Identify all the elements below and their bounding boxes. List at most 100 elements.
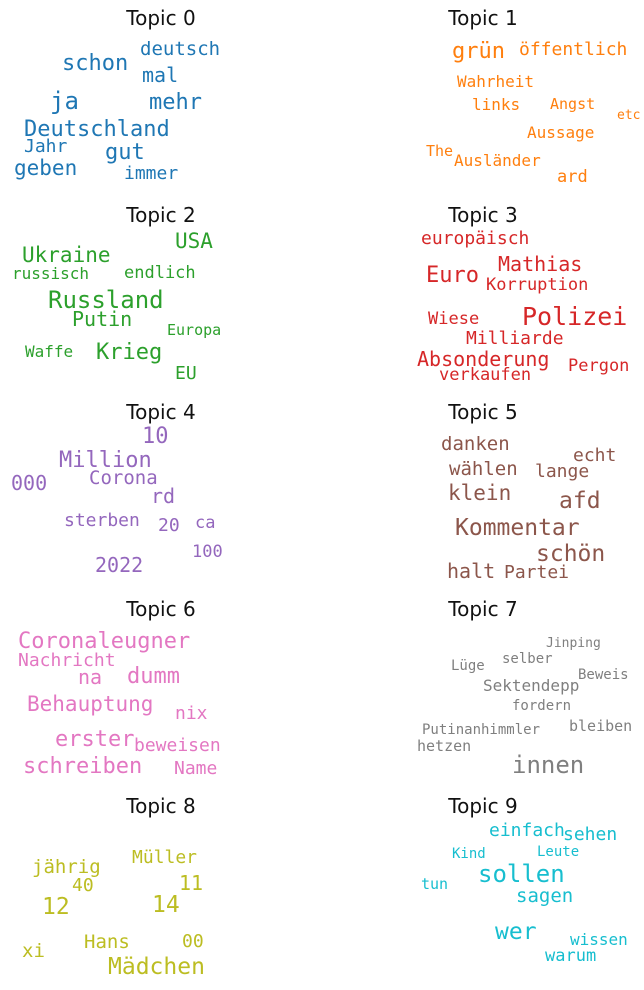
topic-panel-4: Topic 4 10 Million 000 Corona rd sterben 20 ca 10… bbox=[0, 394, 322, 591]
cloud-word: Korruption bbox=[486, 275, 589, 295]
cloud-word: dumm bbox=[127, 664, 180, 689]
cloud-word: 2022 bbox=[95, 553, 144, 577]
cloud-word: EU bbox=[175, 363, 197, 384]
cloud-word: Müller bbox=[132, 847, 198, 868]
word-cloud: USA Ukraine russisch endlich Russland Putin Eu… bbox=[0, 197, 322, 394]
cloud-word: Coronaleugner bbox=[18, 629, 191, 654]
cloud-word: Million bbox=[59, 448, 152, 473]
cloud-word: ard bbox=[557, 167, 588, 187]
cloud-word: grün bbox=[452, 39, 505, 64]
cloud-word: ja bbox=[50, 87, 79, 115]
cloud-word: Hans bbox=[84, 931, 130, 953]
cloud-word: bleiben bbox=[569, 717, 633, 735]
cloud-word: fordern bbox=[512, 698, 572, 714]
cloud-word: Ukraine bbox=[22, 243, 111, 267]
cloud-word: Corona bbox=[89, 467, 158, 489]
topic-title: Topic 0 bbox=[126, 6, 196, 30]
cloud-word: hetzen bbox=[417, 737, 472, 755]
cloud-word: selber bbox=[502, 651, 553, 667]
topic-title: Topic 1 bbox=[448, 6, 518, 30]
cloud-word: Pergon bbox=[568, 356, 630, 376]
cloud-word: Leute bbox=[537, 844, 580, 860]
cloud-word: sehen bbox=[563, 824, 618, 845]
cloud-word: wissen bbox=[570, 930, 628, 949]
cloud-word: Name bbox=[174, 758, 218, 779]
cloud-word: halt bbox=[447, 559, 496, 583]
word-cloud: 10 Million 000 Corona rd sterben 20 ca 100 2022 bbox=[0, 394, 322, 591]
cloud-word: nix bbox=[175, 703, 208, 724]
topic-title: Topic 9 bbox=[448, 794, 518, 818]
cloud-word: sollen bbox=[478, 860, 565, 888]
topic-panel-7: Topic 7 Jinping selber Lüge Beweis Sektendepp… bbox=[322, 591, 644, 788]
cloud-word: klein bbox=[448, 481, 512, 505]
cloud-word: Putin bbox=[72, 307, 133, 331]
cloud-word: Mädchen bbox=[108, 954, 205, 980]
cloud-word: rd bbox=[151, 484, 176, 508]
cloud-word: einfach bbox=[489, 820, 565, 841]
cloud-word: Aussage bbox=[527, 123, 595, 142]
cloud-word: Sektendepp bbox=[483, 676, 580, 695]
cloud-word: mehr bbox=[149, 90, 202, 115]
topic-panel-1: Topic 1 grün öffentlich Wahrheit links Angst e… bbox=[322, 0, 644, 197]
topic-title: Topic 7 bbox=[448, 597, 518, 621]
word-cloud: grün öffentlich Wahrheit links Angst etc Aussa… bbox=[322, 0, 644, 197]
topic-title: Topic 8 bbox=[126, 794, 196, 818]
cloud-word: jährig bbox=[32, 856, 101, 878]
cloud-word: 100 bbox=[192, 542, 223, 562]
cloud-word: echt bbox=[573, 445, 617, 466]
topic-panel-9: Topic 9 einfach sehen Kind Leute sollen tun sag… bbox=[322, 788, 644, 985]
word-cloud: europäisch Mathias Euro Korruption Wiese Poli… bbox=[322, 197, 644, 394]
cloud-word: na bbox=[78, 665, 103, 689]
cloud-word: sterben bbox=[64, 510, 140, 531]
cloud-word: sagen bbox=[516, 885, 574, 907]
cloud-word: Deutschland bbox=[24, 117, 170, 142]
cloud-word: 40 bbox=[72, 875, 94, 896]
cloud-word: lange bbox=[535, 461, 590, 482]
cloud-word: Angst bbox=[550, 95, 596, 113]
cloud-word: 14 bbox=[152, 892, 180, 918]
cloud-word: 10 bbox=[142, 424, 169, 449]
cloud-word: endlich bbox=[124, 263, 196, 283]
cloud-word: 00 bbox=[182, 931, 204, 952]
word-cloud: einfach sehen Kind Leute sollen tun sagen wer wi… bbox=[322, 788, 644, 985]
topic-panel-6: Topic 6 Coronaleugner Nachricht na dumm Behau… bbox=[0, 591, 322, 788]
cloud-word: tun bbox=[421, 875, 449, 893]
word-cloud: danken echt wählen lange klein afd Kommentar sc… bbox=[322, 394, 644, 591]
cloud-word: warum bbox=[545, 946, 597, 966]
cloud-word: öffentlich bbox=[519, 39, 628, 60]
cloud-word: Europa bbox=[167, 321, 222, 339]
cloud-word: USA bbox=[175, 229, 213, 253]
cloud-word: The bbox=[426, 142, 454, 160]
cloud-word: geben bbox=[14, 156, 78, 180]
cloud-word: Lüge bbox=[451, 658, 485, 674]
cloud-word: Kommentar bbox=[455, 515, 580, 541]
word-cloud: Jinping selber Lüge Beweis Sektendepp fordern… bbox=[322, 591, 644, 788]
cloud-word: verkaufen bbox=[439, 365, 532, 385]
cloud-word: links bbox=[472, 95, 521, 114]
cloud-word: Putinanhimmler bbox=[422, 722, 541, 738]
cloud-word: 11 bbox=[179, 871, 204, 895]
cloud-word: etc bbox=[617, 108, 641, 123]
topic-title: Topic 2 bbox=[126, 203, 196, 227]
cloud-word: xi bbox=[22, 940, 45, 962]
cloud-word: schon bbox=[62, 51, 129, 76]
cloud-word: Polizei bbox=[522, 302, 628, 331]
cloud-word: schön bbox=[536, 541, 606, 567]
topic-panel-0: Topic 0 deutsch schon mal ja mehr Deutschland J… bbox=[0, 0, 322, 197]
cloud-word: Behauptung bbox=[27, 692, 154, 716]
cloud-word: Ausländer bbox=[454, 151, 541, 170]
cloud-word: Euro bbox=[426, 263, 479, 288]
cloud-word: gut bbox=[105, 140, 145, 165]
cloud-word: Jinping bbox=[546, 636, 601, 651]
topic-title: Topic 3 bbox=[448, 203, 518, 227]
topic-title: Topic 5 bbox=[448, 400, 518, 424]
cloud-word: Wiese bbox=[428, 309, 480, 329]
cloud-word: Russland bbox=[48, 286, 164, 314]
cloud-word: russisch bbox=[12, 264, 90, 283]
cloud-word: danken bbox=[441, 433, 510, 455]
cloud-word: 12 bbox=[42, 894, 70, 920]
topic-title: Topic 6 bbox=[126, 597, 196, 621]
cloud-word: Krieg bbox=[96, 340, 163, 365]
word-cloud: Müller jährig 11 40 12 14 Hans 00 xi Mädchen bbox=[0, 788, 322, 985]
cloud-word: Beweis bbox=[578, 667, 629, 683]
